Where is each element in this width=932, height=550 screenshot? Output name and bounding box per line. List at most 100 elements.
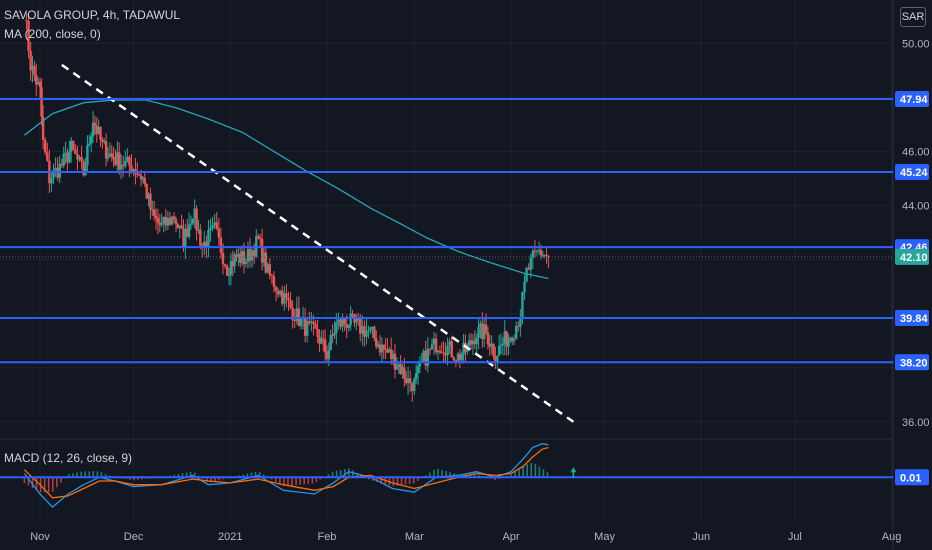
signal-line[interactable] [23,446,549,499]
candle-body [295,308,299,322]
macd-histogram-bar [469,474,472,478]
macd-line[interactable] [23,443,549,508]
candle-body [174,219,178,225]
candle-body [533,250,537,252]
macd-histogram-bar [343,469,346,478]
candle-body [496,355,499,363]
macd-histogram-bar [27,477,30,486]
candle-body [154,215,158,219]
candle-body [168,217,172,225]
candle-body [266,264,269,273]
macd-histogram-bar [400,477,403,485]
candle-body [418,361,422,367]
candle-body [523,281,526,293]
candle-body [356,319,360,321]
candle-body [172,216,176,220]
candle-body [91,122,95,137]
candle-body [477,326,480,338]
time-tick-label: Dec [124,531,144,543]
candle-body [145,183,148,199]
candle-body [539,250,543,256]
candle-body [454,360,458,362]
candle-body [422,350,425,362]
time-tick-label: Aug [882,531,902,543]
candle-body [252,250,256,257]
candle-body [391,353,395,359]
candle-body [54,167,57,171]
macd-histogram-bar [47,477,50,493]
candle-body [401,367,404,374]
candle-body [223,264,227,267]
macd-histogram-bar [303,477,305,485]
candle-body [239,253,242,263]
symbol-legend[interactable]: SAVOLA GROUP, 4h, TADAWUL [4,8,181,22]
macd-histogram-bar [84,471,87,478]
macd-histogram-bar [433,469,435,478]
candle-body [414,372,418,379]
macd-histogram-bar [493,477,496,481]
candle-body [162,216,165,224]
macd-histogram-bar [193,472,196,478]
macd-histogram-bar [43,477,46,493]
ma-200-line[interactable] [24,99,549,280]
candle-body [519,318,522,327]
candle-body [225,266,229,276]
candle-body [293,319,296,322]
macd-histogram-bar [445,471,447,478]
candle-body [291,307,294,320]
candle-body [399,364,402,374]
macd-histogram-bar [356,472,358,478]
candle-body [209,227,212,230]
candle-body [308,321,311,324]
candle-body [473,340,477,345]
candle-body [64,152,67,154]
currency-button[interactable]: SAR [900,7,926,27]
macd-histogram-bar [181,473,184,478]
macd-histogram-bar [335,470,338,478]
macd-histogram-bar [437,468,439,478]
candle-body [521,292,524,319]
candle-body [527,268,530,270]
macd-histogram-bar [92,471,95,478]
candle-body [468,340,471,346]
candle-body [529,257,532,270]
candle-body [242,251,246,265]
candle-body [512,339,516,342]
last-price-tag-box [895,248,929,265]
ma-legend[interactable]: MA (200, close, 0) [4,27,101,41]
candle-body [103,141,106,143]
candle-body [497,346,501,356]
candle-body [25,20,28,22]
candle-body [272,275,276,287]
candle-body [444,353,447,356]
candle-body [66,152,69,163]
candle-body [197,229,200,231]
macd-histogram-bar [429,472,431,478]
time-tick-label: Nov [30,531,50,543]
candle-body [507,337,510,347]
candle-body [306,321,309,336]
candle-body [283,293,286,304]
candle-body [432,338,436,345]
candle-body [270,274,274,276]
candle-body [108,153,112,157]
candle-body [363,326,366,337]
candle-body [112,156,115,160]
macd-histogram-bar [408,477,411,484]
macd-histogram-bar [104,473,107,478]
macd-histogram-bar [534,463,537,478]
candle-body [164,216,168,226]
candle-body [151,209,154,211]
candle-body [397,364,400,367]
candle-body [482,324,486,340]
candle-body [359,319,362,334]
macd-legend[interactable]: MACD (12, 26, close, 9) [4,451,133,465]
macd-histogram-bar [214,477,216,482]
candle-body [136,173,139,175]
candle-body [375,338,378,347]
candle-body [329,334,332,351]
candle-body [351,313,354,315]
macd-histogram-bar [368,477,370,480]
candle-body [143,177,147,184]
